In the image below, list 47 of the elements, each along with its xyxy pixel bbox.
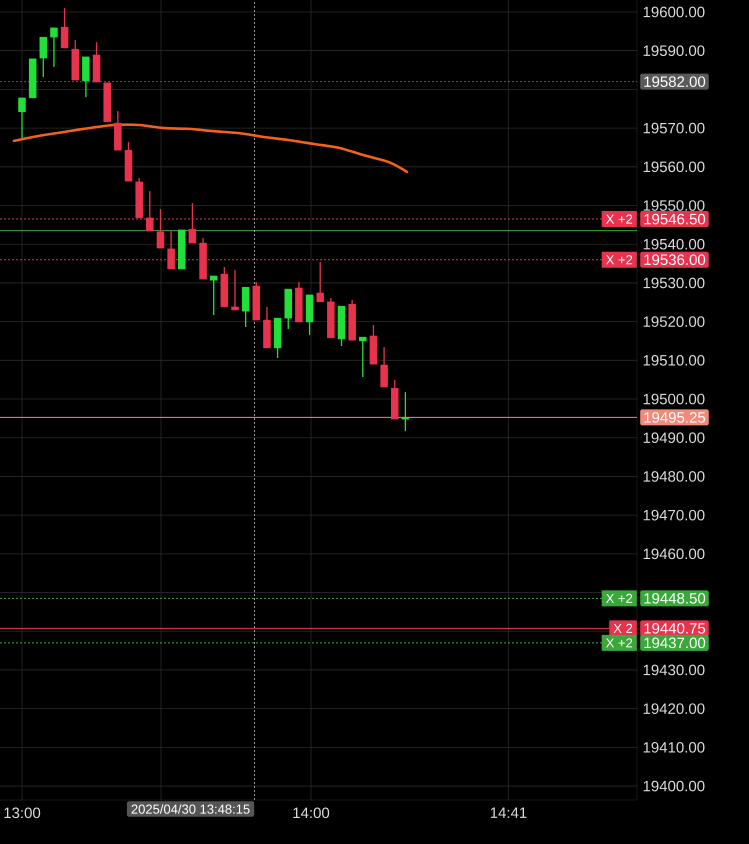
y-tick-label: 19590.00 <box>644 45 704 56</box>
y-tick-label: 19600.00 <box>644 6 704 18</box>
y-tick-label: 19500.00 <box>644 394 704 404</box>
ref-line-label: 19448.50 <box>644 593 706 604</box>
y-tick-label: 19420.00 <box>644 703 704 714</box>
x-tick-label: 13:00 <box>4 808 40 818</box>
candlestick <box>402 391 410 432</box>
ref-line-label: 19440.75 <box>644 623 706 634</box>
annotation: X +2 <box>606 214 632 224</box>
candlestick <box>82 56 90 98</box>
candlestick <box>18 97 26 139</box>
annotation: X +2 <box>606 594 632 603</box>
y-tick-label: 19520.00 <box>644 316 704 327</box>
candlestick <box>231 269 239 311</box>
y-tick-label: 19460.00 <box>644 548 704 560</box>
annotation: X +2 <box>606 255 632 264</box>
ref-line-label: 19437.00 <box>644 638 706 648</box>
candlestick <box>380 346 388 388</box>
candlestick <box>210 275 218 316</box>
y-tick-label: 19470.00 <box>644 510 704 520</box>
y-tick-label: 19550.00 <box>644 200 704 211</box>
ref-line-label: 19582.00 <box>644 76 706 87</box>
y-tick-label: 19490.00 <box>644 432 704 444</box>
y-tick-label: 19510.00 <box>644 355 704 366</box>
y-tick-label: 19560.00 <box>644 161 704 172</box>
x-tick-label: 14:41 <box>490 808 526 818</box>
y-tick-label: 19400.00 <box>644 780 704 792</box>
candlestick <box>50 27 58 68</box>
ref-line-label: 19546.50 <box>644 214 706 224</box>
line-series <box>12 123 408 174</box>
candlestick <box>316 261 324 303</box>
annotation: X 2 <box>614 624 632 633</box>
text: 2025/04/30 13:48:15 <box>132 804 250 814</box>
candlestick <box>359 336 367 378</box>
candlestick <box>242 286 250 328</box>
candlestick <box>40 36 48 78</box>
y-tick-label: 19410.00 <box>644 742 704 753</box>
y-tick-label: 19530.00 <box>644 278 704 288</box>
ref-line-label: 19536.00 <box>644 254 706 265</box>
candlestick <box>60 7 68 49</box>
annotation: X +2 <box>606 638 632 648</box>
y-tick-label: 19480.00 <box>644 471 704 482</box>
ref-line-label: 19495.25 <box>644 412 706 423</box>
y-tick-label: 19570.00 <box>644 122 704 134</box>
y-tick-label: 19540.00 <box>644 238 704 250</box>
x-tick-label: 14:00 <box>293 808 330 818</box>
y-tick-label: 19430.00 <box>644 664 704 676</box>
